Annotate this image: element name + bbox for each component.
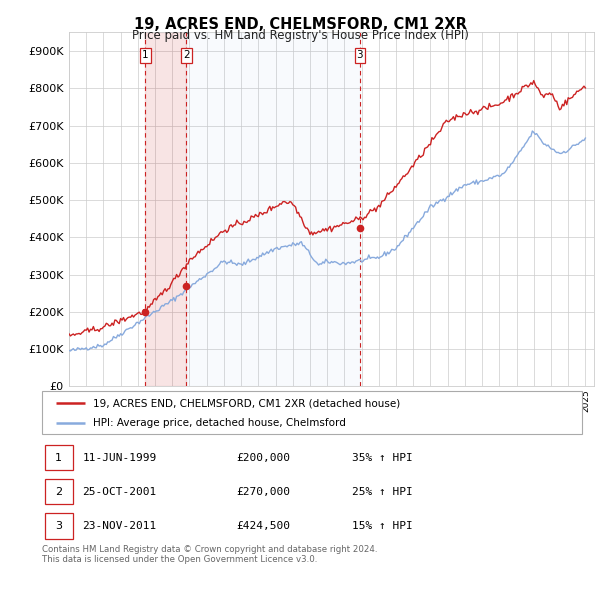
- Text: £270,000: £270,000: [236, 487, 290, 497]
- Bar: [45, 513, 73, 539]
- Bar: [45, 445, 73, 470]
- Text: 35% ↑ HPI: 35% ↑ HPI: [353, 453, 413, 463]
- Text: 2: 2: [55, 487, 62, 497]
- Text: £200,000: £200,000: [236, 453, 290, 463]
- Text: 25% ↑ HPI: 25% ↑ HPI: [353, 487, 413, 497]
- Text: 3: 3: [356, 51, 363, 60]
- Text: 1: 1: [55, 453, 62, 463]
- Text: 25-OCT-2001: 25-OCT-2001: [83, 487, 157, 497]
- Text: 1: 1: [142, 51, 149, 60]
- Bar: [186, 32, 360, 386]
- Text: 2: 2: [183, 51, 190, 60]
- Text: 3: 3: [55, 521, 62, 531]
- Bar: [145, 32, 186, 386]
- Text: £424,500: £424,500: [236, 521, 290, 531]
- Text: HPI: Average price, detached house, Chelmsford: HPI: Average price, detached house, Chel…: [94, 418, 346, 428]
- Bar: [45, 479, 73, 504]
- Text: 23-NOV-2011: 23-NOV-2011: [83, 521, 157, 531]
- Text: Price paid vs. HM Land Registry's House Price Index (HPI): Price paid vs. HM Land Registry's House …: [131, 30, 469, 42]
- Text: 19, ACRES END, CHELMSFORD, CM1 2XR: 19, ACRES END, CHELMSFORD, CM1 2XR: [134, 17, 466, 31]
- Text: Contains HM Land Registry data © Crown copyright and database right 2024.
This d: Contains HM Land Registry data © Crown c…: [42, 545, 377, 564]
- Text: 15% ↑ HPI: 15% ↑ HPI: [353, 521, 413, 531]
- Text: 11-JUN-1999: 11-JUN-1999: [83, 453, 157, 463]
- Text: 19, ACRES END, CHELMSFORD, CM1 2XR (detached house): 19, ACRES END, CHELMSFORD, CM1 2XR (deta…: [94, 398, 401, 408]
